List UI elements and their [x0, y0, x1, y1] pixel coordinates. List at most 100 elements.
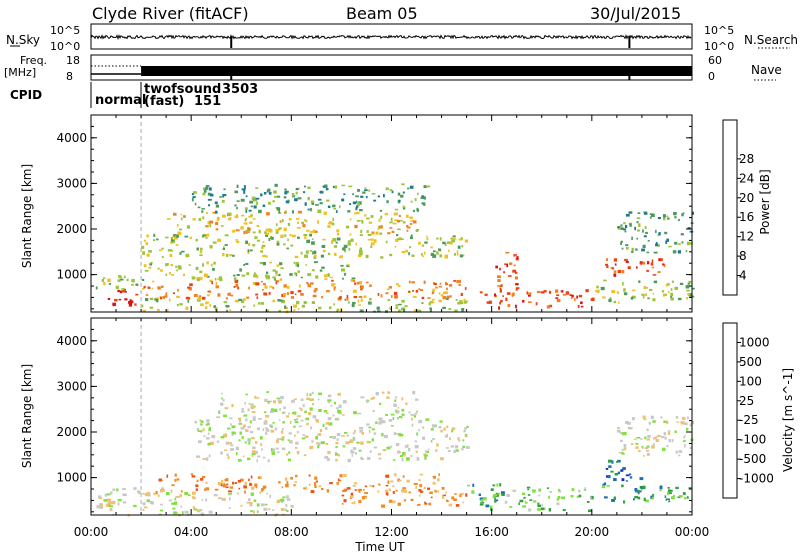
data-cell	[643, 286, 647, 290]
data-cell	[250, 403, 254, 407]
data-cell	[280, 507, 285, 511]
x-tick-label: 08:00	[274, 525, 309, 539]
data-cell	[390, 413, 395, 416]
data-cell	[401, 183, 405, 186]
data-cell	[580, 301, 583, 305]
data-cell	[680, 421, 685, 425]
data-cell	[672, 439, 674, 443]
data-cell	[245, 195, 248, 198]
data-cell	[247, 249, 250, 253]
data-cell	[366, 230, 369, 233]
data-cell	[236, 214, 238, 216]
data-cell	[200, 430, 203, 433]
data-cell	[407, 187, 410, 190]
data-cell	[248, 209, 252, 212]
data-cell	[405, 214, 409, 218]
data-cell	[678, 450, 683, 453]
data-cell	[432, 288, 435, 292]
data-cell	[279, 408, 282, 411]
data-cell	[455, 504, 460, 507]
data-cell	[117, 498, 122, 502]
data-cell	[146, 234, 149, 238]
data-cell	[332, 217, 334, 222]
data-cell	[339, 296, 342, 300]
data-cell	[263, 192, 267, 195]
data-cell	[638, 490, 642, 493]
data-cell	[432, 481, 436, 485]
data-cell	[376, 306, 380, 310]
data-cell	[301, 304, 305, 308]
data-cell	[243, 263, 246, 266]
data-cell	[336, 232, 340, 236]
data-cell	[236, 184, 239, 188]
data-cell	[207, 290, 211, 293]
data-cell	[630, 443, 634, 445]
data-cell	[316, 442, 319, 445]
data-cell	[667, 290, 670, 294]
data-cell	[247, 250, 250, 255]
data-cell	[245, 230, 250, 233]
data-cell	[171, 239, 175, 244]
data-cell	[196, 298, 201, 302]
data-cell	[349, 218, 352, 221]
data-cell	[651, 213, 655, 217]
data-cell	[670, 292, 673, 297]
data-cell	[498, 306, 500, 310]
data-cell	[532, 489, 536, 493]
data-cell	[191, 276, 196, 280]
data-cell	[202, 234, 207, 237]
data-cell	[644, 287, 648, 289]
data-cell	[509, 262, 513, 265]
data-cell	[334, 451, 337, 454]
data-cell	[270, 408, 274, 412]
data-cell	[620, 240, 623, 243]
data-cell	[412, 295, 417, 298]
data-cell	[392, 417, 395, 420]
data-cell	[685, 285, 690, 289]
data-cell	[436, 251, 439, 255]
data-cell	[263, 283, 266, 286]
data-cell	[232, 229, 235, 233]
data-cell	[638, 280, 641, 283]
data-cell	[385, 292, 389, 295]
data-cell	[287, 292, 289, 295]
data-cell	[296, 430, 299, 434]
beam-title: Beam 05	[346, 4, 418, 23]
data-cell	[663, 217, 666, 221]
data-cell	[244, 219, 247, 222]
data-cell	[616, 291, 620, 294]
data-cell	[306, 392, 309, 397]
data-cell	[346, 225, 349, 229]
data-cell	[614, 473, 618, 476]
data-cell	[251, 196, 256, 200]
data-cell	[658, 258, 661, 262]
velocity-colorbar-label: Velocity [m s^-1]	[781, 368, 795, 472]
data-cell	[244, 402, 246, 405]
data-cell	[253, 205, 257, 209]
data-cell	[317, 198, 322, 201]
data-cell	[195, 484, 199, 488]
data-cell	[492, 484, 496, 487]
data-cell	[368, 301, 372, 305]
data-cell	[335, 446, 338, 448]
data-cell	[152, 280, 155, 283]
data-cell	[519, 499, 524, 503]
data-cell	[243, 414, 248, 417]
data-cell	[185, 253, 190, 258]
data-cell	[370, 398, 374, 400]
data-cell	[202, 458, 207, 460]
data-cell	[422, 255, 424, 258]
data-cell	[356, 220, 361, 222]
data-cell	[665, 240, 668, 244]
data-cell	[401, 307, 405, 311]
data-cell	[119, 278, 124, 281]
data-cell	[278, 210, 281, 214]
data-cell	[576, 295, 578, 299]
data-cell	[215, 285, 219, 289]
data-cell	[647, 261, 650, 265]
data-cell	[146, 253, 150, 257]
data-cell	[667, 491, 669, 496]
data-cell	[392, 459, 396, 461]
data-cell	[234, 204, 237, 207]
data-cell	[342, 400, 347, 404]
